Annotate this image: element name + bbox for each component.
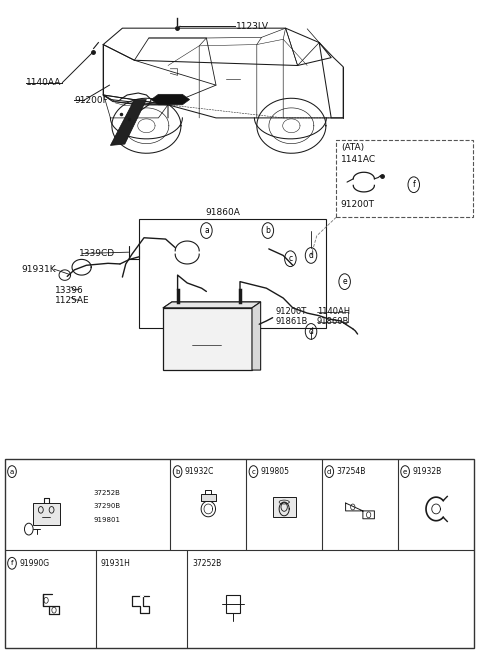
Text: b: b: [265, 226, 270, 235]
Text: f: f: [11, 560, 13, 567]
Text: f: f: [412, 180, 415, 189]
Text: d: d: [309, 327, 313, 336]
Text: 91200F: 91200F: [74, 96, 108, 105]
Text: b: b: [175, 468, 180, 475]
Text: 919801: 919801: [94, 517, 120, 523]
Text: 37290B: 37290B: [94, 504, 121, 510]
Text: 91932C: 91932C: [185, 467, 214, 476]
Text: d: d: [327, 468, 332, 475]
Text: c: c: [252, 468, 255, 475]
Text: a: a: [204, 226, 209, 235]
Text: 13396: 13396: [55, 286, 84, 295]
Text: 91861B: 91861B: [275, 317, 307, 326]
Text: c: c: [288, 254, 292, 263]
Polygon shape: [163, 302, 261, 308]
Text: 1140AH: 1140AH: [317, 307, 350, 316]
FancyBboxPatch shape: [163, 308, 252, 370]
Polygon shape: [110, 100, 146, 145]
FancyBboxPatch shape: [33, 502, 60, 525]
Text: 91860B: 91860B: [317, 317, 349, 326]
Text: 37252B: 37252B: [94, 491, 120, 496]
Text: a: a: [10, 468, 14, 475]
Text: 37254B: 37254B: [336, 467, 366, 476]
Text: 37252B: 37252B: [192, 559, 221, 568]
Text: 1339CD: 1339CD: [79, 249, 115, 258]
Text: e: e: [342, 277, 347, 286]
Text: e: e: [403, 468, 407, 475]
Text: 91931H: 91931H: [101, 559, 131, 568]
Text: 91990G: 91990G: [19, 559, 49, 568]
Text: (ATA): (ATA): [341, 143, 364, 152]
Text: 91200T: 91200T: [275, 307, 306, 316]
Text: 1141AC: 1141AC: [341, 155, 376, 164]
Text: 91931K: 91931K: [22, 265, 56, 274]
Text: 91860A: 91860A: [205, 208, 240, 217]
FancyBboxPatch shape: [5, 458, 474, 648]
Text: 1125AE: 1125AE: [55, 296, 89, 305]
Text: d: d: [309, 251, 313, 260]
Text: 919805: 919805: [261, 467, 289, 476]
Text: 1140AA: 1140AA: [26, 78, 62, 87]
Polygon shape: [252, 302, 261, 370]
Polygon shape: [151, 94, 190, 105]
Text: 91200T: 91200T: [341, 200, 375, 209]
FancyBboxPatch shape: [273, 497, 296, 517]
Text: 1123LV: 1123LV: [236, 22, 269, 31]
FancyBboxPatch shape: [201, 494, 216, 501]
Text: 91932B: 91932B: [412, 467, 442, 476]
